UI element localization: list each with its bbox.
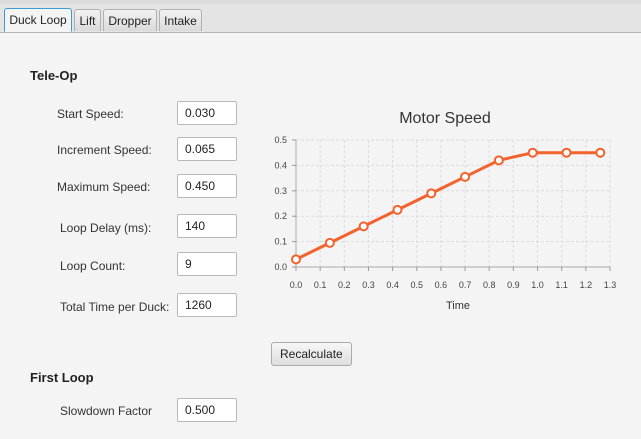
chart-ticks: 0.0 0.1 0.2 0.3 0.4 0.5 0.6 0.7 0.8 0.9 1.0 1.1 1.2 1…	[274, 135, 616, 290]
chart-grid	[296, 139, 611, 267]
x-tick-label: 1.1	[555, 280, 568, 290]
data-point	[392, 204, 403, 215]
chart-series	[291, 147, 606, 265]
x-tick-label: 0.9	[507, 280, 520, 290]
data-point	[426, 188, 437, 199]
start-speed-field[interactable]	[177, 101, 237, 125]
y-tick-label: 0.5	[274, 135, 287, 145]
x-tick-label: 1.2	[580, 280, 593, 290]
x-tick-label: 0.6	[435, 280, 448, 290]
loop-delay-label: Loop Delay (ms):	[60, 221, 152, 235]
series-line	[295, 151, 601, 261]
loop-count-label: Loop Count:	[60, 259, 126, 273]
x-tick-label: 0.5	[411, 280, 424, 290]
loop-count-field[interactable]	[177, 252, 237, 276]
y-tick-label: 0.4	[274, 160, 287, 170]
recalculate-button[interactable]: Recalculate	[271, 342, 352, 366]
data-point	[324, 237, 335, 248]
tab-dropper[interactable]: Dropper	[103, 9, 157, 31]
maximum-speed-field[interactable]	[177, 174, 237, 198]
chart-title: Motor Speed	[399, 110, 491, 127]
chart-axes	[295, 140, 610, 268]
y-tick-label: 0.0	[274, 262, 287, 272]
x-tick-label: 0.2	[338, 280, 351, 290]
x-tick-label: 1.3	[604, 280, 617, 290]
data-point	[561, 147, 572, 158]
slowdown-factor-field[interactable]	[177, 398, 237, 422]
x-tick-label: 0.8	[483, 280, 496, 290]
y-tick-label: 0.3	[274, 186, 287, 196]
x-tick-label: 0.1	[314, 280, 327, 290]
increment-speed-label: Increment Speed:	[57, 143, 152, 157]
y-tick-label: 0.1	[274, 237, 287, 247]
motor-speed-chart: Motor Speed 0.0 0.1 0.2 0.3 0.4 0.5 0.6 0.7 0.8 0…	[274, 110, 616, 312]
teleop-section-title: Tele-Op	[30, 68, 78, 83]
tab-duck-loop[interactable]: Duck Loop	[4, 8, 72, 32]
data-point	[460, 171, 471, 182]
x-tick-label: 0.3	[362, 280, 375, 290]
data-point	[291, 254, 301, 265]
data-point	[493, 155, 504, 166]
tab-bar: Duck Loop Lift Dropper Intake	[0, 4, 641, 33]
increment-speed-field[interactable]	[177, 137, 237, 161]
loop-delay-field[interactable]	[177, 214, 237, 238]
x-tick-label: 1.0	[531, 280, 544, 290]
first-loop-section-title: First Loop	[30, 370, 94, 385]
tab-intake[interactable]: Intake	[159, 9, 202, 31]
tab-lift[interactable]: Lift	[74, 9, 101, 31]
total-time-per-duck-field[interactable]	[177, 293, 237, 317]
total-time-per-duck-label: Total Time per Duck:	[60, 300, 170, 314]
x-tick-label: 0.4	[386, 280, 399, 290]
x-axis-label: Time	[446, 300, 470, 312]
data-point	[595, 147, 606, 158]
x-tick-label: 0.0	[290, 280, 303, 290]
x-tick-label: 0.7	[459, 280, 472, 290]
data-point	[358, 221, 369, 232]
y-tick-label: 0.2	[274, 211, 287, 221]
maximum-speed-label: Maximum Speed:	[57, 180, 151, 194]
plot-area	[296, 140, 610, 267]
start-speed-label: Start Speed:	[57, 107, 124, 121]
data-point	[527, 147, 538, 158]
slowdown-factor-label: Slowdown Factor	[60, 404, 153, 418]
